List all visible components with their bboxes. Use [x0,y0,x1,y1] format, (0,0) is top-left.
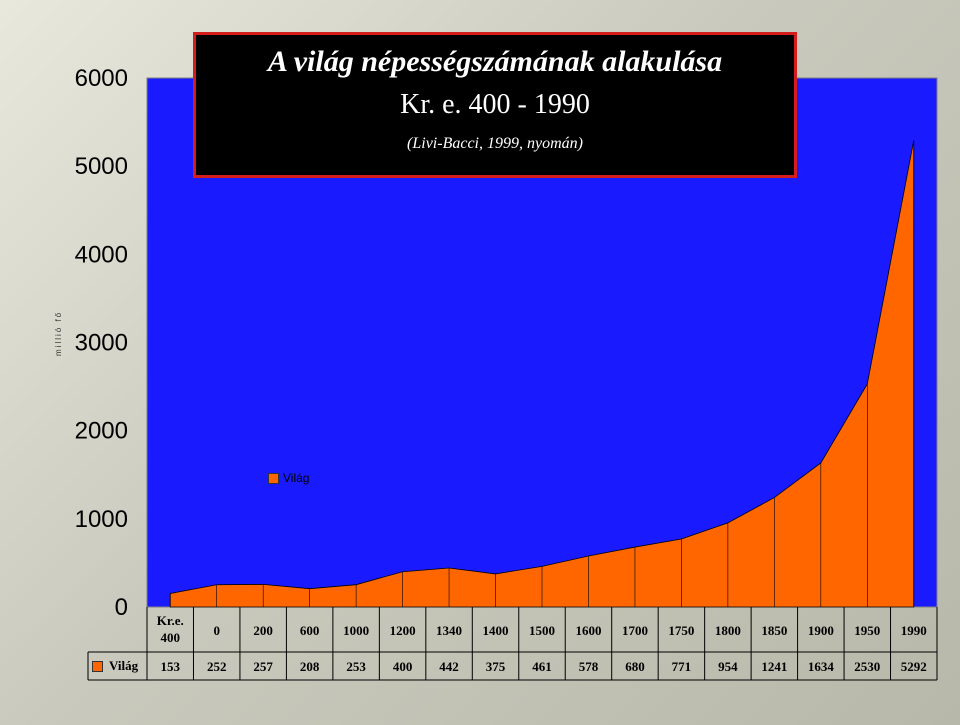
y-tick-label: 0 [115,594,128,621]
y-tick-label: 5000 [75,153,128,180]
area-fill [169,140,915,608]
data-table: Kr.e. 400 0 200 600 1000 1200 1340 1400 1500 1600 1… [87,607,938,681]
y-tick-label: 4000 [75,241,128,268]
data-label: 954 [718,659,738,674]
chart-subtitle: Kr. e. 400 - 1990 [400,89,590,120]
y-axis-label: millió fő [54,310,63,356]
data-label: 461 [532,659,552,674]
data-label: 1241 [761,659,787,674]
table-series-key: Világ [92,658,138,674]
chart-source: (Livi-Bacci, 1999, nyomán) [407,135,583,152]
y-tick-label: 3000 [75,330,128,357]
data-label: 257 [253,659,273,674]
x-tick-label: 1990 [901,623,927,638]
y-tick-label: 6000 [75,65,128,92]
x-tick-label: 1900 [808,623,834,638]
data-label: 771 [672,659,692,674]
x-tick-label: Kr.e. [157,613,184,628]
x-tick-label: 1800 [715,623,741,638]
data-label: 153 [160,659,180,674]
area-series [169,140,915,608]
x-tick-label: 1750 [668,623,694,638]
legend-swatch [268,472,279,484]
legend-label: Világ [283,471,310,485]
x-tick-label: 0 [213,623,220,638]
x-tick-label: 1340 [436,623,462,638]
x-tick-label: 600 [300,623,320,638]
x-tick-label: 1000 [343,623,369,638]
y-tick-label: 2000 [75,418,128,445]
chart-title: A világ népességszámának alakulása [267,45,723,78]
table-series-label: Világ [109,658,139,673]
x-tick-label: 1600 [575,623,601,638]
legend: Világ [268,471,309,485]
title-box: A világ népességszámának alakulása Kr. e… [193,32,797,178]
data-label: 1634 [808,659,835,674]
y-tick-label: 1000 [75,506,128,533]
x-tick-label: 200 [253,623,273,638]
data-label: 252 [207,659,227,674]
x-tick-label: 1950 [854,623,880,638]
data-label: 253 [346,659,366,674]
x-tick-label: 1700 [622,623,648,638]
x-tick-label: 400 [160,630,180,645]
table-series-swatch [92,660,103,672]
x-tick-label: 1500 [529,623,555,638]
data-label: 208 [300,659,320,674]
data-label: 2530 [854,659,880,674]
data-label: 5292 [901,659,927,674]
data-label: 578 [579,659,599,674]
x-tick-label: 1850 [761,623,787,638]
data-label: 680 [625,659,645,674]
data-label: 400 [393,659,413,674]
data-label: 442 [439,659,459,674]
x-tick-label: 1400 [483,623,509,638]
x-tick-label: 1200 [390,623,416,638]
y-axis: 0 1000 2000 3000 4000 5000 6000 [75,65,128,621]
data-label: 375 [486,659,506,674]
